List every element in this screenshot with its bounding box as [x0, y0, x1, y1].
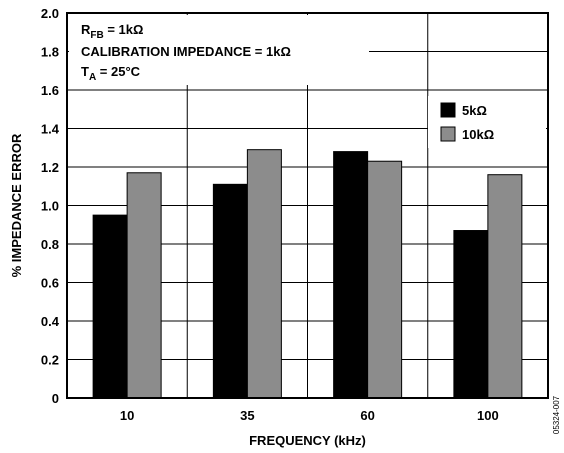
- legend-swatch: [440, 102, 456, 118]
- y-tick-label: 0: [52, 391, 59, 406]
- y-tick-label: 0.2: [41, 353, 59, 368]
- bar-s1-35: [212, 183, 248, 399]
- annotation-background: [69, 15, 369, 85]
- y-tick-label: 0.8: [41, 237, 59, 252]
- bar-s2-100: [487, 174, 523, 399]
- y-tick-label: 0.6: [41, 276, 59, 291]
- bar-s2-35: [246, 149, 282, 399]
- bar-s2-60: [367, 160, 403, 399]
- bar-s2-10: [126, 172, 162, 399]
- plot-frame: [66, 12, 549, 399]
- bar-s1-10: [92, 214, 128, 399]
- y-tick-label: 1.6: [41, 83, 59, 98]
- y-tick-label: 1.2: [41, 160, 59, 175]
- legend-label: 10kΩ: [462, 127, 494, 142]
- y-tick-label: 1.8: [41, 45, 59, 60]
- figure-id: 05324-007: [552, 395, 561, 434]
- y-tick-label: 1.0: [41, 199, 59, 214]
- y-axis-label: % IMPEDANCE ERROR: [9, 133, 24, 277]
- x-tick-label: 60: [360, 408, 374, 423]
- axes: [66, 12, 549, 399]
- x-axis-label: FREQUENCY (kHz): [249, 433, 366, 448]
- annotation-ta: TA = 25°C: [81, 64, 141, 83]
- x-tick-label: 35: [240, 408, 254, 423]
- y-tick-label: 2.0: [41, 6, 59, 21]
- bar-s1-100: [453, 230, 489, 399]
- legend-swatch: [440, 126, 456, 142]
- legend-label: 5kΩ: [462, 103, 487, 118]
- x-tick-label: 100: [477, 408, 499, 423]
- y-tick-label: 0.4: [41, 314, 60, 329]
- bars: [92, 149, 523, 399]
- chart-text: 0 0.2 0.4 0.6 0.8 1.0 1.2 1.4 1.6 1.8 2.0 10 35 60 100…: [9, 6, 561, 448]
- y-tick-label: 1.4: [41, 122, 60, 137]
- annotation-calibration: CALIBRATION IMPEDANCE = 1kΩ: [81, 44, 291, 59]
- x-tick-label: 10: [120, 408, 134, 423]
- annotation-rfb: RFB = 1kΩ: [81, 22, 143, 41]
- bar-s1-60: [333, 151, 369, 399]
